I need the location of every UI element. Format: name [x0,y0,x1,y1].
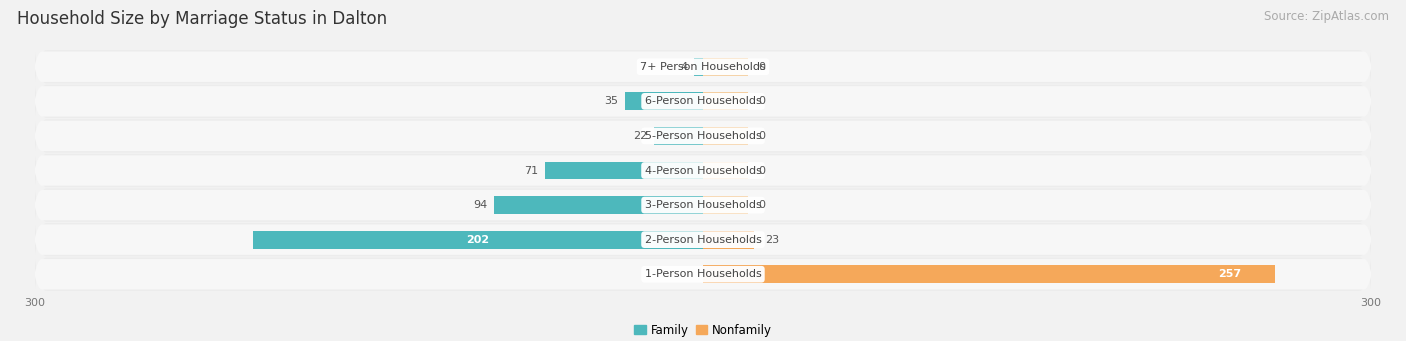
Text: 35: 35 [605,97,619,106]
Text: 71: 71 [524,165,538,176]
Bar [703,196,748,214]
FancyBboxPatch shape [24,0,1382,341]
Bar [703,92,748,110]
Bar [253,231,703,249]
FancyBboxPatch shape [24,0,1382,328]
FancyBboxPatch shape [24,0,1382,341]
Text: 4-Person Households: 4-Person Households [644,165,762,176]
Text: 0: 0 [759,200,766,210]
Text: 23: 23 [765,235,779,244]
FancyBboxPatch shape [24,0,1382,341]
Bar [654,127,703,145]
FancyBboxPatch shape [24,0,1382,341]
Text: Source: ZipAtlas.com: Source: ZipAtlas.com [1264,10,1389,23]
Bar [703,127,748,145]
FancyBboxPatch shape [24,0,1382,341]
Text: 7+ Person Households: 7+ Person Households [640,62,766,72]
FancyBboxPatch shape [24,0,1382,341]
Text: Household Size by Marriage Status in Dalton: Household Size by Marriage Status in Dal… [17,10,387,28]
Text: 5-Person Households: 5-Person Households [644,131,762,141]
Text: 2-Person Households: 2-Person Households [644,235,762,244]
Text: 22: 22 [633,131,647,141]
Bar [494,196,703,214]
Bar [703,265,1275,283]
FancyBboxPatch shape [24,0,1382,341]
Text: 0: 0 [759,62,766,72]
Text: 257: 257 [1219,269,1241,279]
FancyBboxPatch shape [24,0,1382,341]
Text: 1-Person Households: 1-Person Households [644,269,762,279]
Bar [546,162,703,179]
Text: 6-Person Households: 6-Person Households [644,97,762,106]
Bar [703,58,748,76]
Legend: Family, Nonfamily: Family, Nonfamily [630,319,776,341]
Text: 202: 202 [467,235,489,244]
Bar [626,92,703,110]
Text: 94: 94 [472,200,486,210]
Text: 0: 0 [759,131,766,141]
FancyBboxPatch shape [24,0,1382,341]
FancyBboxPatch shape [24,0,1382,341]
Bar [703,231,754,249]
FancyBboxPatch shape [24,0,1382,341]
Bar [695,58,703,76]
FancyBboxPatch shape [24,13,1382,341]
FancyBboxPatch shape [24,0,1382,341]
Text: 4: 4 [681,62,688,72]
Bar [703,162,748,179]
Text: 0: 0 [759,97,766,106]
Text: 0: 0 [759,165,766,176]
Text: 3-Person Households: 3-Person Households [644,200,762,210]
